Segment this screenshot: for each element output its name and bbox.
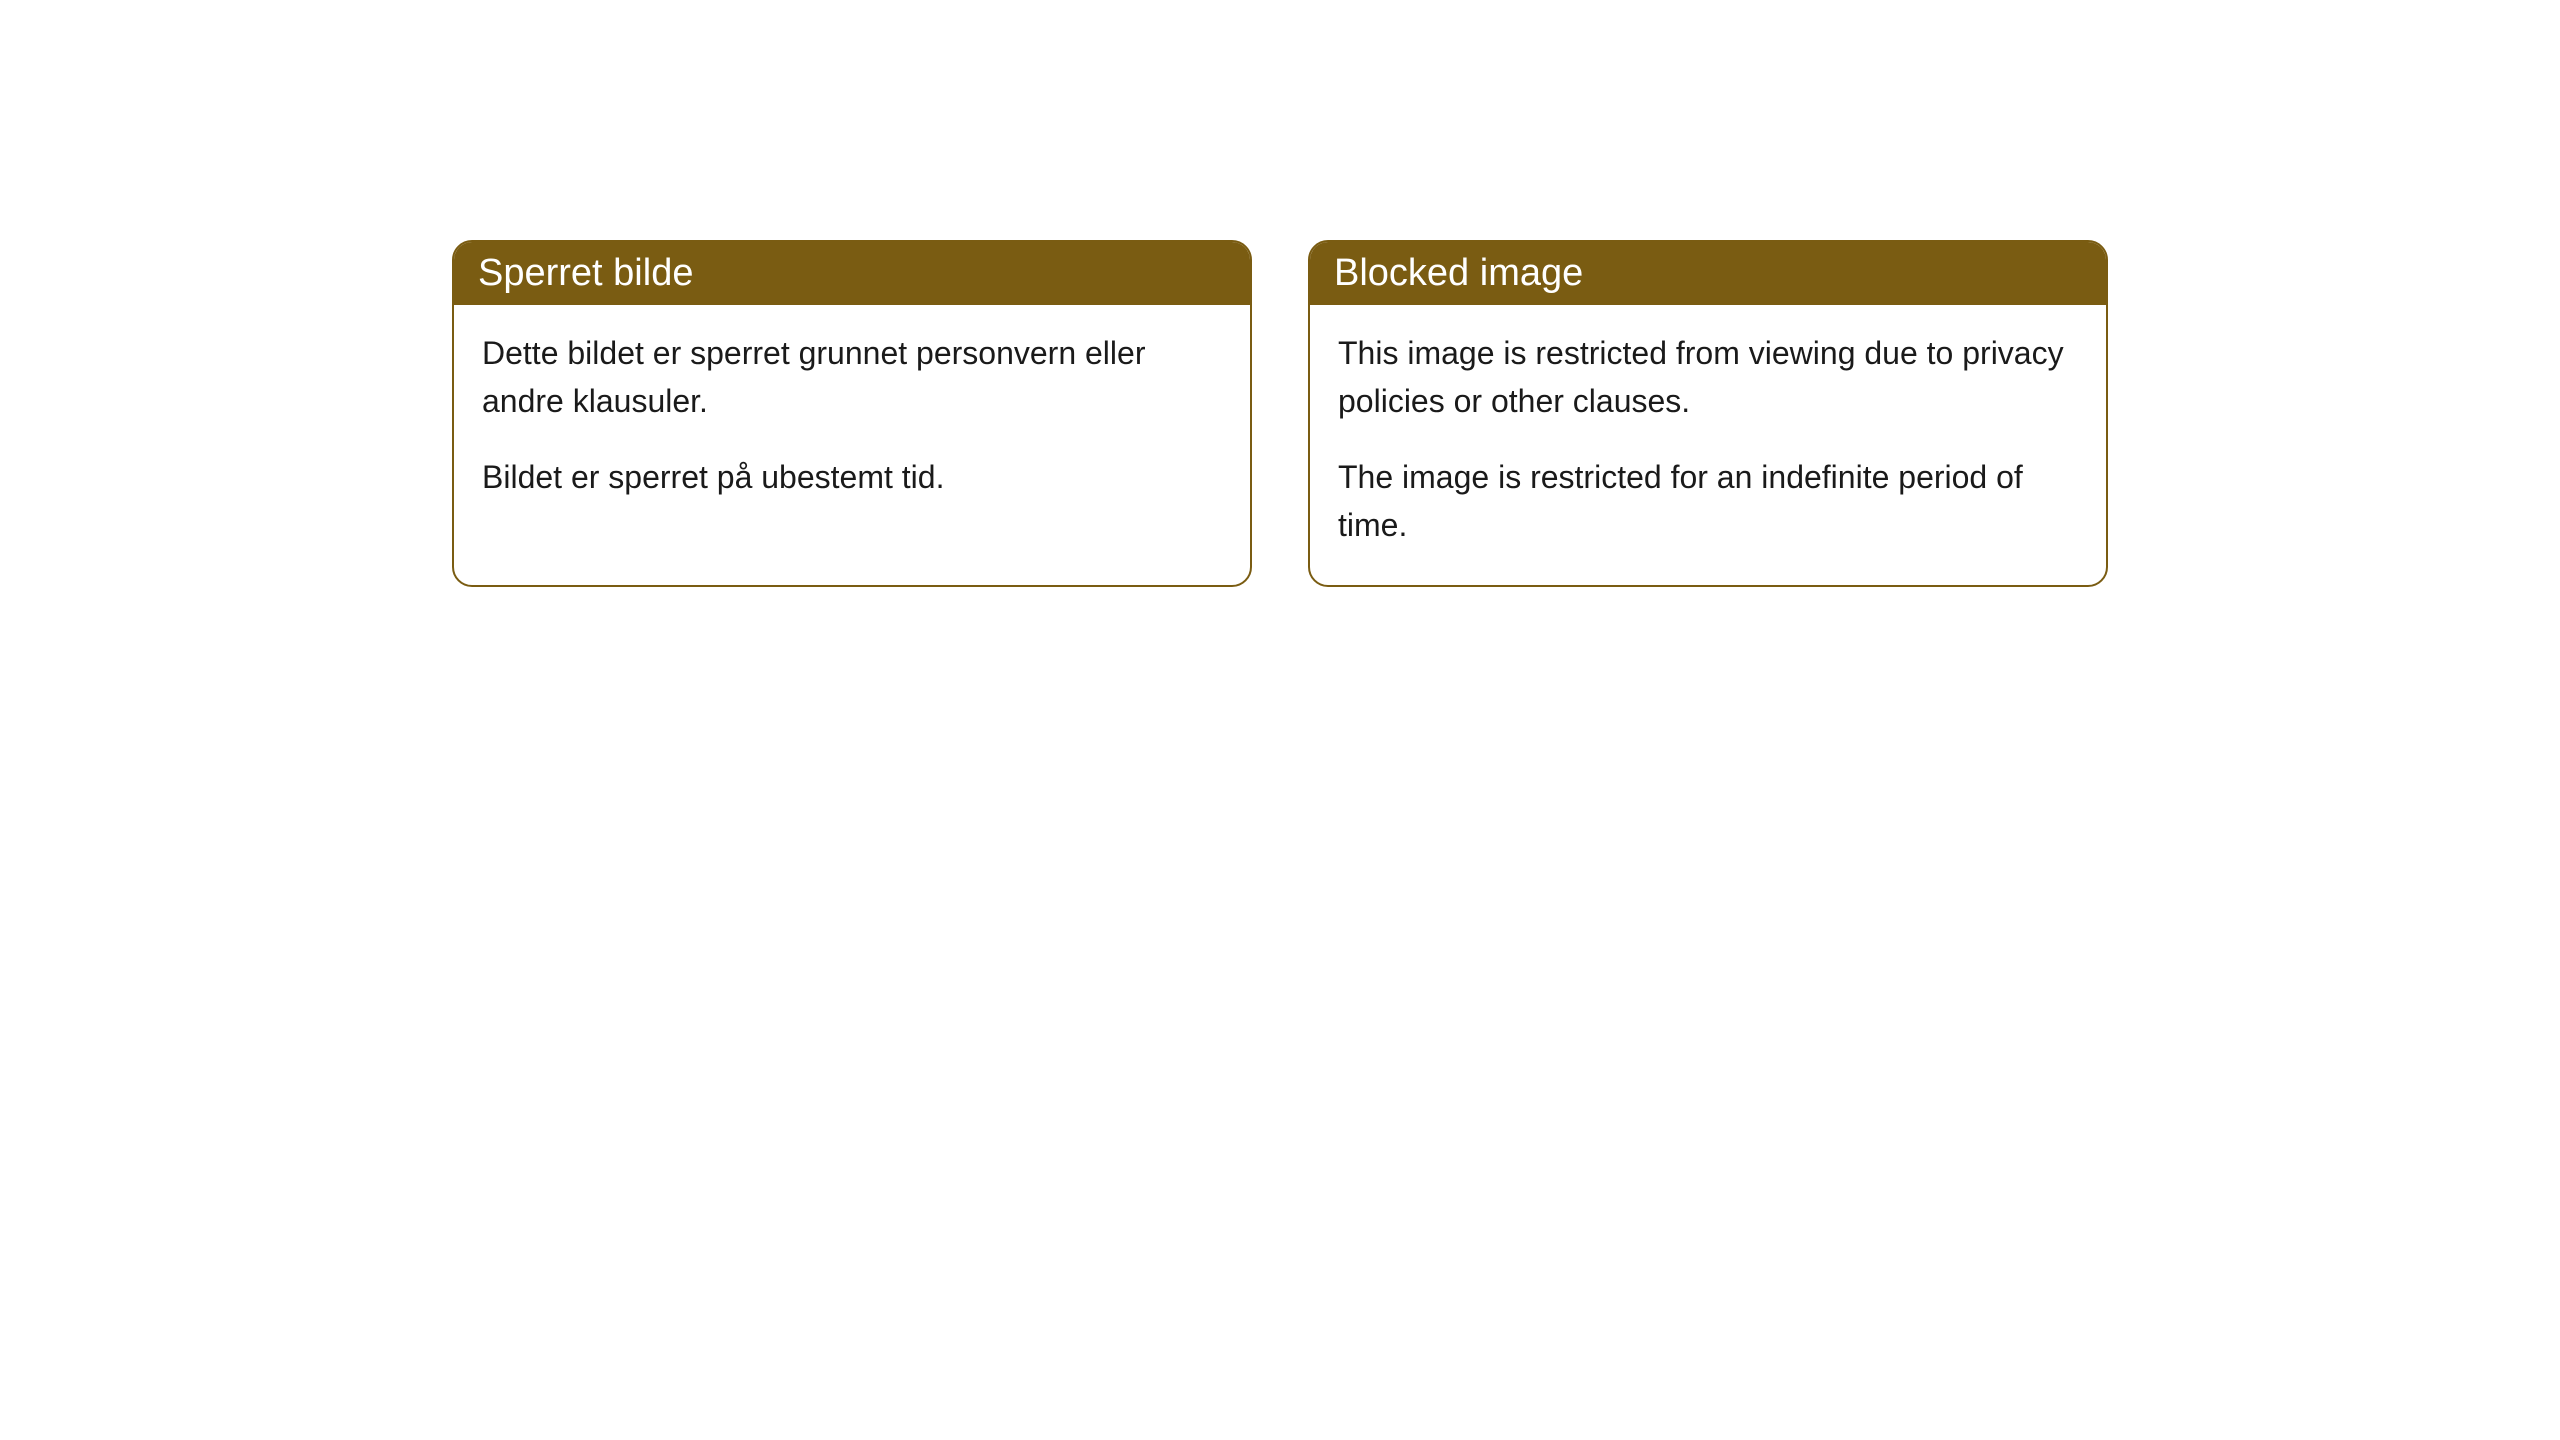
card-title: Sperret bilde: [478, 252, 693, 294]
card-header: Blocked image: [1310, 242, 2106, 305]
card-header: Sperret bilde: [454, 242, 1250, 305]
card-paragraph-2: Bildet er sperret på ubestemt tid.: [482, 453, 1222, 501]
notice-card-norwegian: Sperret bilde Dette bildet er sperret gr…: [452, 240, 1252, 587]
card-paragraph-2: The image is restricted for an indefinit…: [1338, 453, 2078, 549]
notice-card-english: Blocked image This image is restricted f…: [1308, 240, 2108, 587]
card-body: Dette bildet er sperret grunnet personve…: [454, 305, 1250, 537]
card-title: Blocked image: [1334, 252, 1583, 294]
notice-cards-container: Sperret bilde Dette bildet er sperret gr…: [452, 240, 2108, 587]
card-body: This image is restricted from viewing du…: [1310, 305, 2106, 585]
card-paragraph-1: This image is restricted from viewing du…: [1338, 329, 2078, 425]
card-paragraph-1: Dette bildet er sperret grunnet personve…: [482, 329, 1222, 425]
